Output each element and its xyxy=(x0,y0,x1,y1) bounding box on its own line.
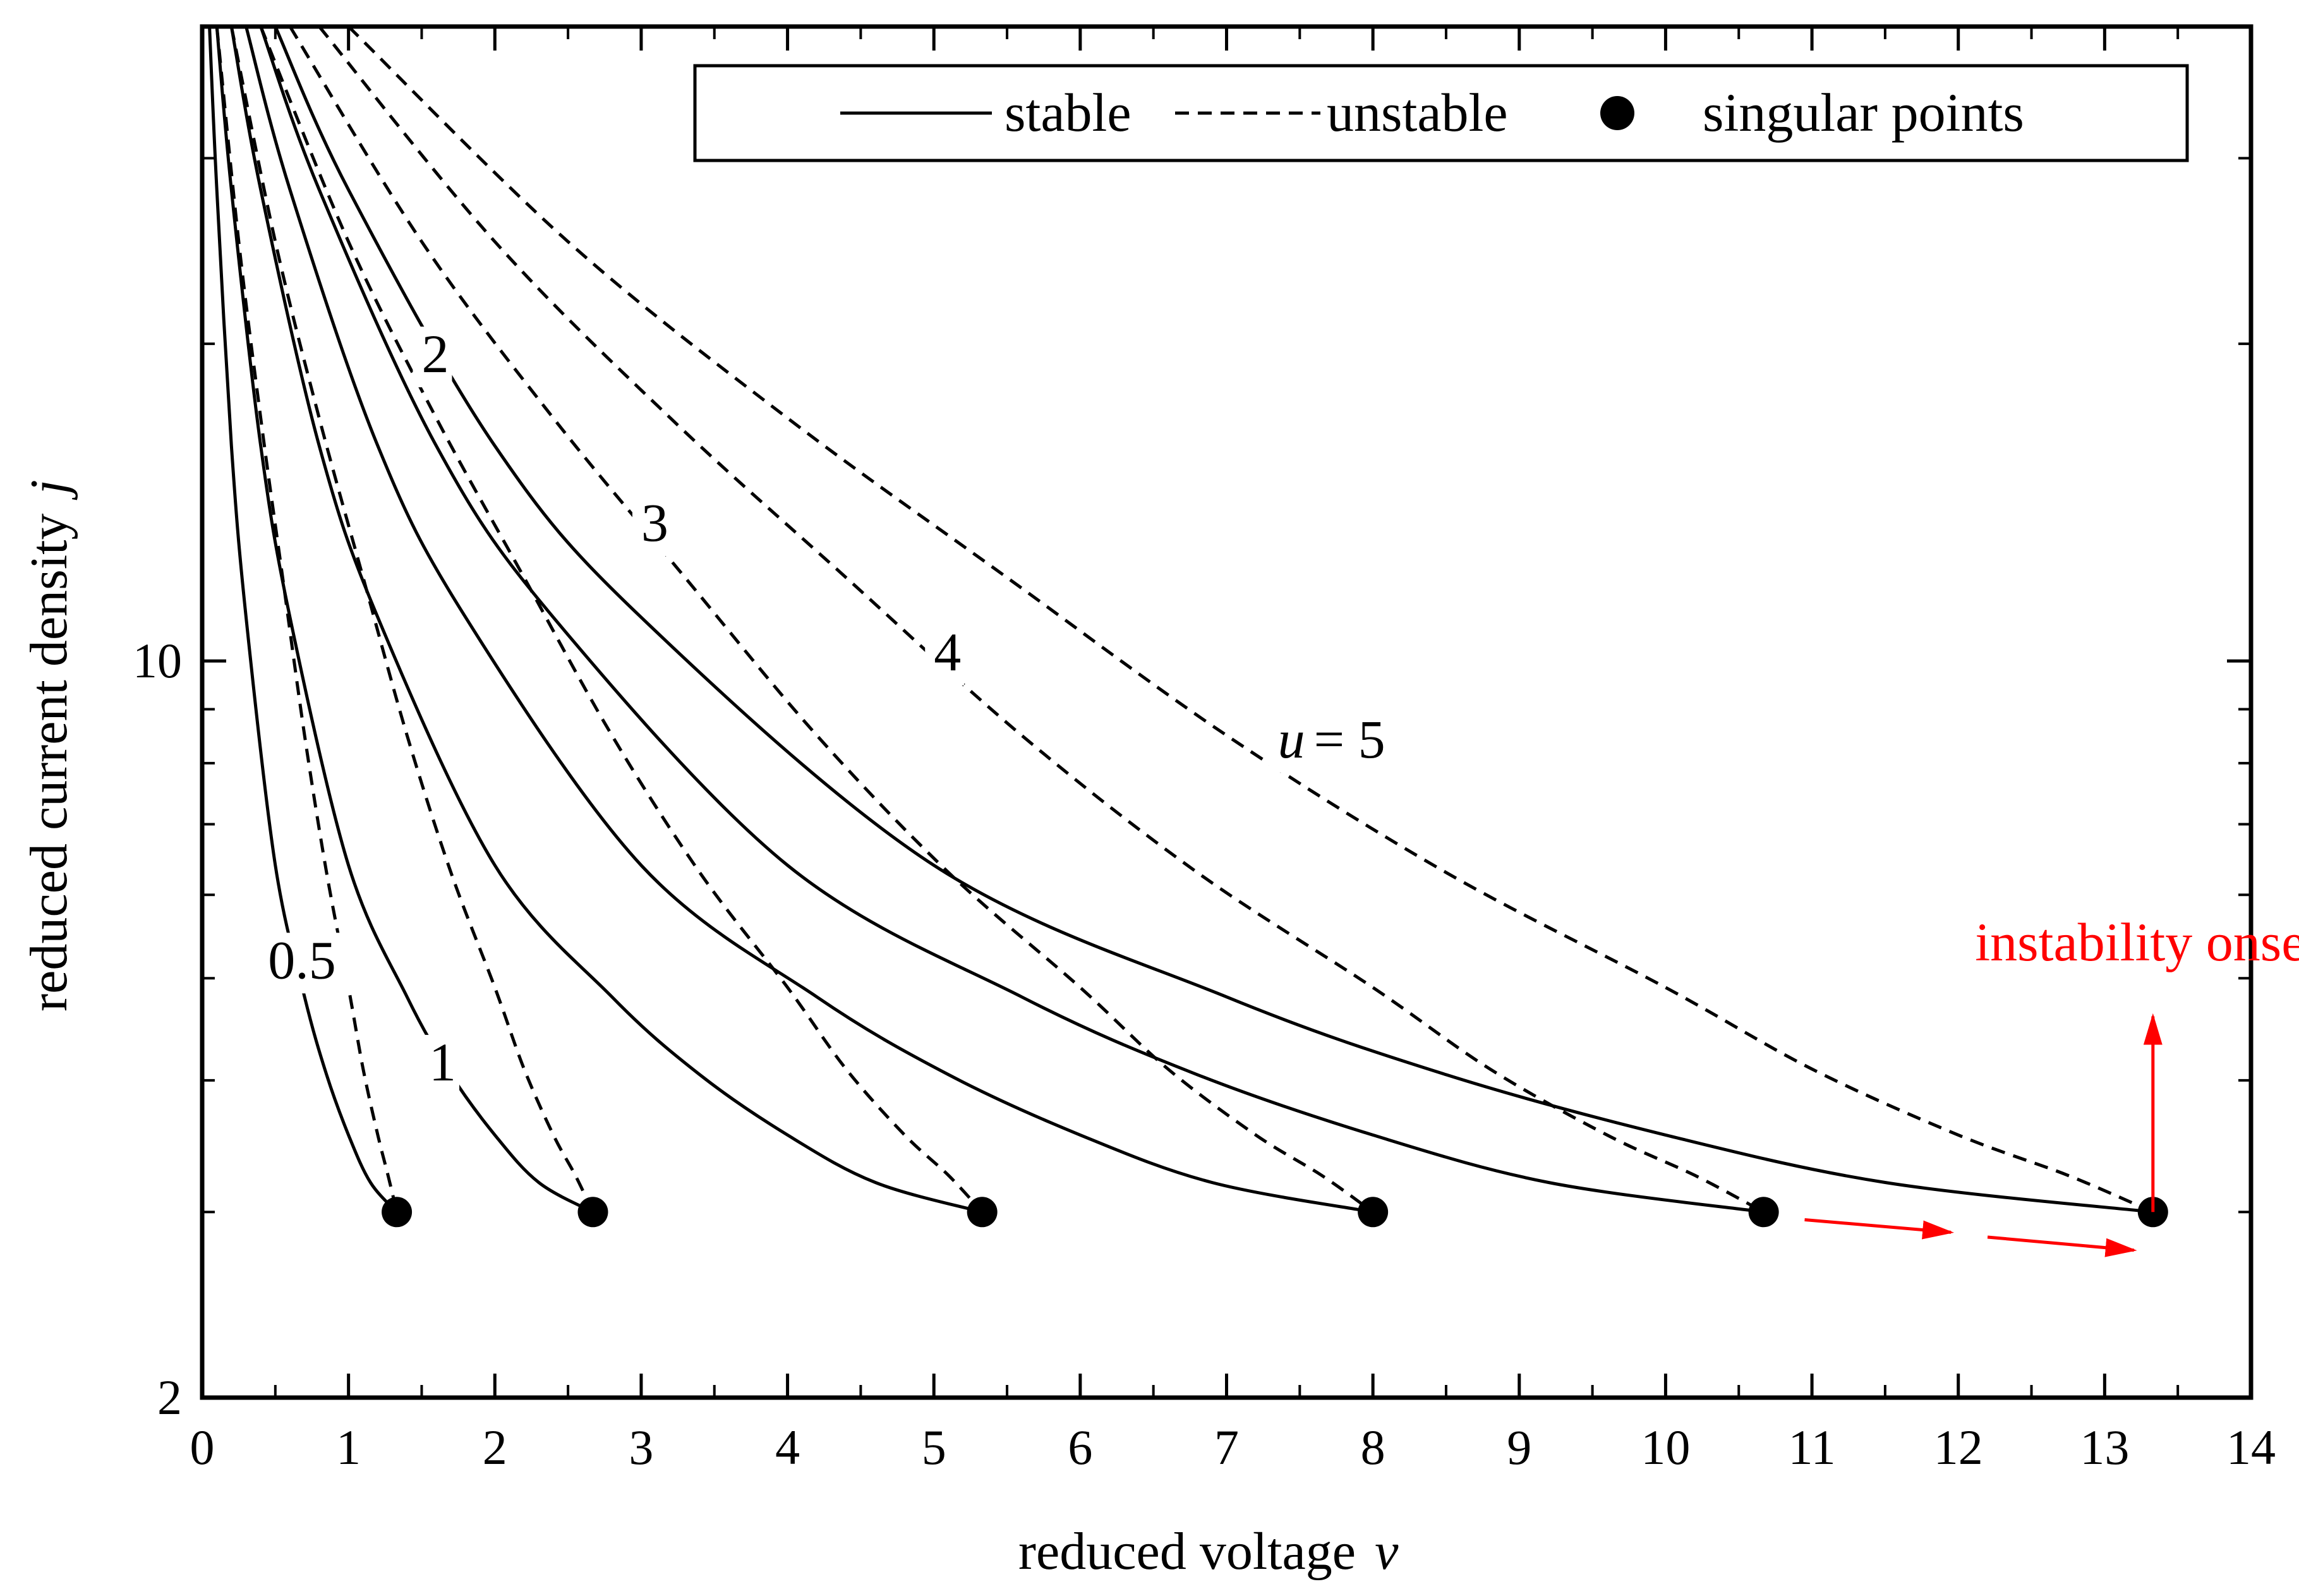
curve-label: 4 xyxy=(934,622,961,682)
singular-point-u-3 xyxy=(1358,1197,1389,1228)
curve-label-bg xyxy=(632,495,672,557)
singular-point-u-2 xyxy=(967,1197,998,1228)
y-axis-variable: j xyxy=(20,480,78,500)
x-tick-label: 13 xyxy=(2080,1420,2129,1475)
x-tick-label: 10 xyxy=(1641,1420,1690,1475)
curve-label: 2 xyxy=(421,323,449,384)
y-axis-title: reduced current density j xyxy=(20,480,78,1012)
x-tick-label: 9 xyxy=(1507,1420,1531,1475)
stable-curve-u-3 xyxy=(244,27,1373,1214)
singular-point-u-1 xyxy=(577,1197,608,1228)
unstable-curve-u-5 xyxy=(347,27,2154,1214)
x-tick-label: 3 xyxy=(629,1420,653,1475)
x-tick-label: 8 xyxy=(1361,1420,1385,1475)
curve-label-bg xyxy=(420,1034,460,1096)
curve-label-bg xyxy=(925,624,965,686)
y-tick-labels: 10 2 xyxy=(133,633,182,1425)
x-tick-label: 12 xyxy=(1934,1420,1983,1475)
axis-ticks xyxy=(200,27,2253,1400)
curve-label: u = 5 xyxy=(1278,709,1385,770)
y-tick-label: 10 xyxy=(133,633,182,688)
y-axis-label: reduced current density xyxy=(20,514,78,1012)
curve-label: 1 xyxy=(429,1032,456,1092)
x-tick-label: 0 xyxy=(190,1420,215,1475)
singular-point-u-4 xyxy=(1748,1197,1779,1228)
x-axis-title: reduced voltage v xyxy=(1018,1522,1399,1581)
curve-label-bg xyxy=(1269,711,1408,773)
x-tick-label: 6 xyxy=(1068,1420,1092,1475)
legend: stable unstable singular points xyxy=(693,64,2189,162)
unstable-curve-u-3 xyxy=(288,27,1374,1214)
x-axis-variable: v xyxy=(1375,1522,1399,1581)
stable-curve-u-1 xyxy=(215,27,594,1214)
stable-curve-u-4 xyxy=(259,27,1764,1214)
unstable-curve-u-4 xyxy=(318,27,1765,1214)
x-tick-labels: 0 1 2 3 4 5 6 7 8 9 10 11 12 13 14 xyxy=(190,1420,2276,1475)
x-axis-label: reduced voltage xyxy=(1018,1522,1356,1581)
x-tick-label: 11 xyxy=(1789,1420,1836,1475)
curve-label-variable: u xyxy=(1278,709,1305,770)
singular-point-u-0-5 xyxy=(382,1197,413,1228)
unstable-curve-u-2 xyxy=(259,27,984,1213)
stable-curve-u-2 xyxy=(229,27,983,1214)
singular-points xyxy=(382,1197,2168,1228)
legend-singular-marker xyxy=(1600,96,1634,130)
curve-labels: 0.5 1 2 3 4 u = 5 xyxy=(259,323,1408,1096)
instability-onset-label: instability onset xyxy=(1975,912,2299,972)
x-tick-label: 14 xyxy=(2226,1420,2276,1475)
legend-unstable-label: unstable xyxy=(1327,82,1508,143)
curve-label-rest: = 5 xyxy=(1314,709,1385,770)
unstable-curve-u-0-5 xyxy=(215,27,399,1212)
legend-singular-label: singular points xyxy=(1703,82,2024,143)
curve-label-bg xyxy=(413,326,452,387)
stable-curve-u-0-5 xyxy=(208,27,398,1214)
curve-label: 3 xyxy=(641,492,668,553)
curve-label: 0.5 xyxy=(268,929,335,990)
instability-annotation: instability onset xyxy=(1804,912,2299,1257)
legend-stable-label: stable xyxy=(1005,82,1131,143)
curve-label-bg xyxy=(259,933,359,994)
instability-arrow xyxy=(1804,1218,1955,1240)
x-tick-label: 7 xyxy=(1214,1420,1239,1475)
x-tick-label: 4 xyxy=(775,1420,800,1475)
x-tick-label: 5 xyxy=(922,1420,946,1475)
x-tick-label: 2 xyxy=(483,1420,507,1475)
instability-arrow xyxy=(1987,1235,2137,1257)
curves xyxy=(208,27,2154,1214)
x-tick-label: 1 xyxy=(336,1420,361,1475)
y-tick-label: 2 xyxy=(157,1370,182,1425)
unstable-curve-u-1 xyxy=(229,27,594,1213)
